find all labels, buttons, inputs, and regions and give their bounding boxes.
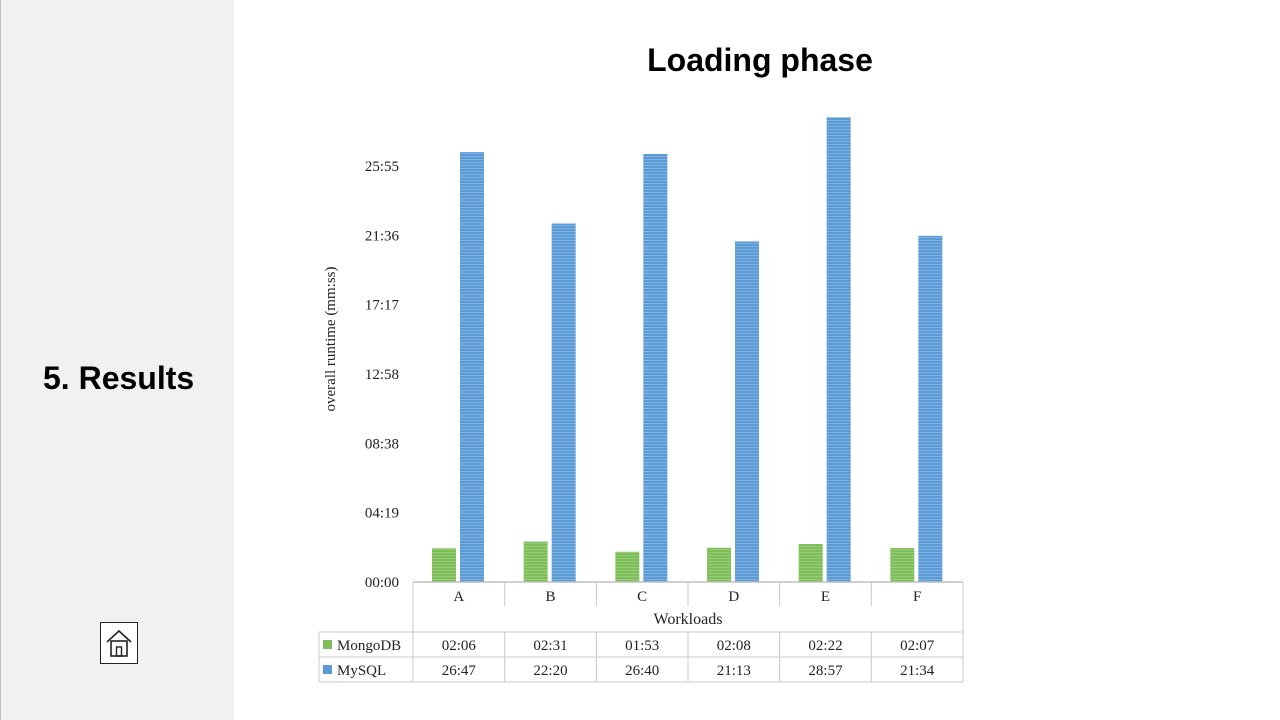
data-label-mysql: 26:47 (442, 663, 477, 679)
bar-mongodb-f (890, 548, 915, 582)
bar-mongodb-c (615, 551, 640, 582)
bar-mongodb-a (432, 548, 456, 582)
x-category-label: E (821, 589, 830, 605)
legend-label-mysql: MySQL (337, 663, 386, 679)
y-tick-label: 04:19 (365, 506, 399, 522)
y-tick-label: 25:55 (365, 159, 399, 175)
sidebar: 5. Results (0, 0, 234, 720)
bar-mongodb-b (523, 541, 548, 582)
y-tick-label: 21:36 (365, 228, 400, 244)
data-label-mysql: 26:40 (625, 663, 659, 679)
data-label-mongodb: 02:06 (442, 638, 477, 654)
bar-mysql-d (735, 241, 759, 582)
data-label-mongodb: 01:53 (625, 638, 659, 654)
data-label-mongodb: 02:31 (533, 638, 567, 654)
legend-label-mongodb: MongoDB (337, 638, 401, 654)
x-category-label: F (913, 589, 921, 605)
bar-mysql-f (918, 235, 943, 582)
legend-swatch-mongodb (323, 640, 332, 649)
home-icon (106, 629, 132, 657)
x-axis-title: Workloads (654, 611, 723, 628)
data-label-mysql: 28:57 (808, 663, 843, 679)
section-title: 5. Results (43, 360, 195, 396)
data-label-mysql: 21:34 (900, 663, 935, 679)
x-category-label: C (637, 589, 647, 605)
data-label-mongodb: 02:08 (717, 638, 751, 654)
y-tick-label: 00:00 (365, 575, 399, 591)
data-label-mysql: 21:13 (717, 663, 751, 679)
home-button[interactable] (100, 622, 138, 664)
data-label-mongodb: 02:07 (900, 638, 935, 654)
legend-swatch-mysql (323, 665, 332, 674)
bar-mongodb-e (798, 544, 823, 582)
bar-mysql-c (643, 153, 668, 582)
bar-mongodb-d (707, 547, 731, 582)
bar-mysql-b (551, 223, 576, 582)
y-tick-label: 17:17 (365, 298, 400, 314)
y-tick-label: 08:38 (365, 436, 399, 452)
bar-mysql-a (460, 152, 484, 582)
x-category-label: B (545, 589, 555, 605)
data-label-mysql: 22:20 (533, 663, 567, 679)
data-label-mongodb: 02:22 (808, 638, 842, 654)
x-category-label: A (453, 589, 464, 605)
bar-mysql-e (826, 117, 851, 582)
x-category-label: D (728, 589, 739, 605)
slide-title: Loading phase (647, 42, 873, 78)
y-axis-title: overall runtime (mm:ss) (323, 267, 339, 412)
y-tick-label: 12:58 (365, 367, 399, 383)
